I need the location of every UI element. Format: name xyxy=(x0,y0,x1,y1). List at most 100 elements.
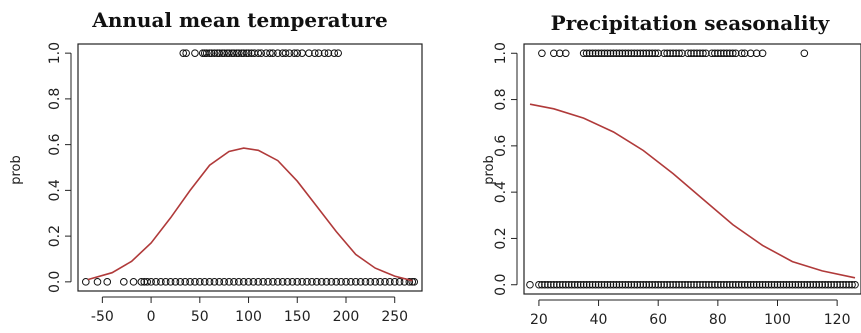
data-point xyxy=(800,280,809,289)
data-point xyxy=(273,278,282,286)
data-point xyxy=(627,49,636,58)
data-point xyxy=(812,280,821,289)
data-point xyxy=(137,278,146,286)
y-axis-label: prob xyxy=(482,155,497,185)
data-point xyxy=(752,280,761,289)
data-point xyxy=(254,49,263,57)
data-point xyxy=(830,280,838,289)
data-point xyxy=(550,280,558,289)
data-point xyxy=(320,49,329,57)
data-point xyxy=(654,49,663,58)
data-point xyxy=(225,49,233,57)
data-point xyxy=(234,278,243,286)
data-point xyxy=(791,280,800,289)
data-point xyxy=(621,49,630,58)
data-point xyxy=(842,280,850,289)
data-point xyxy=(702,280,710,289)
data-point xyxy=(720,280,728,289)
data-point xyxy=(538,280,546,289)
y-tick-label: 1.0 xyxy=(47,42,63,64)
data-point xyxy=(249,278,258,286)
plot-frame xyxy=(523,43,861,295)
data-point xyxy=(636,49,645,58)
data-point xyxy=(821,280,830,289)
x-tick-label: 50 xyxy=(191,309,209,325)
data-point xyxy=(278,278,287,286)
fitted-curve xyxy=(87,147,413,282)
data-point xyxy=(699,49,707,58)
data-point xyxy=(166,278,175,286)
data-point xyxy=(215,278,224,286)
data-point xyxy=(836,280,844,289)
data-point xyxy=(758,280,767,289)
data-point xyxy=(621,280,630,289)
data-point xyxy=(693,280,701,289)
x-tick-label: 40 xyxy=(590,312,608,328)
data-point xyxy=(347,278,355,286)
data-point xyxy=(779,280,788,289)
data-point xyxy=(743,280,752,289)
data-point xyxy=(725,280,734,289)
data-point xyxy=(293,49,302,57)
data-point xyxy=(582,49,591,58)
data-point xyxy=(129,278,138,286)
data-point xyxy=(555,49,564,58)
data-point xyxy=(561,49,570,58)
data-point xyxy=(803,280,812,289)
data-point xyxy=(666,280,674,289)
data-point xyxy=(728,280,737,289)
data-point xyxy=(544,280,552,289)
data-point xyxy=(630,49,639,58)
data-point xyxy=(317,278,326,286)
data-point xyxy=(645,280,654,289)
data-point xyxy=(618,280,627,289)
data-point xyxy=(314,49,323,57)
data-point xyxy=(205,49,214,57)
data-point xyxy=(663,49,671,58)
data-point xyxy=(311,49,319,57)
data-point xyxy=(205,278,214,286)
data-point xyxy=(699,280,707,289)
data-point xyxy=(714,280,722,289)
data-point xyxy=(535,280,543,289)
data-point xyxy=(244,49,253,57)
data-point xyxy=(576,280,585,289)
data-point xyxy=(714,49,722,58)
data-point xyxy=(675,49,683,58)
data-point xyxy=(755,280,764,289)
data-point xyxy=(161,278,170,286)
data-point xyxy=(654,280,663,289)
data-point xyxy=(648,49,657,58)
data-point xyxy=(839,280,847,289)
data-point xyxy=(573,280,582,289)
data-point xyxy=(624,280,633,289)
data-point xyxy=(675,280,683,289)
y-tick-label: 0.2 xyxy=(493,227,509,249)
data-point xyxy=(684,49,692,58)
data-point xyxy=(782,280,791,289)
data-point xyxy=(196,278,204,286)
data-point xyxy=(230,49,238,57)
data-point xyxy=(81,278,90,286)
data-point xyxy=(603,280,612,289)
data-point xyxy=(381,278,389,286)
data-point xyxy=(588,280,597,289)
data-point xyxy=(642,49,651,58)
x-tick-label: 20 xyxy=(530,312,548,328)
data-point xyxy=(308,278,316,286)
data-point xyxy=(717,49,725,58)
data-point xyxy=(761,280,770,289)
data-point xyxy=(708,280,716,289)
data-point xyxy=(740,280,749,289)
data-point xyxy=(176,278,185,286)
y-tick-label: 0.8 xyxy=(493,88,509,110)
data-point xyxy=(579,49,588,58)
data-point xyxy=(794,280,803,289)
x-tick-label: 60 xyxy=(649,312,667,328)
data-point xyxy=(776,280,785,289)
data-point xyxy=(356,278,365,286)
data-point xyxy=(705,280,713,289)
data-point xyxy=(561,280,570,289)
data-point xyxy=(334,49,342,57)
data-point xyxy=(618,49,627,58)
